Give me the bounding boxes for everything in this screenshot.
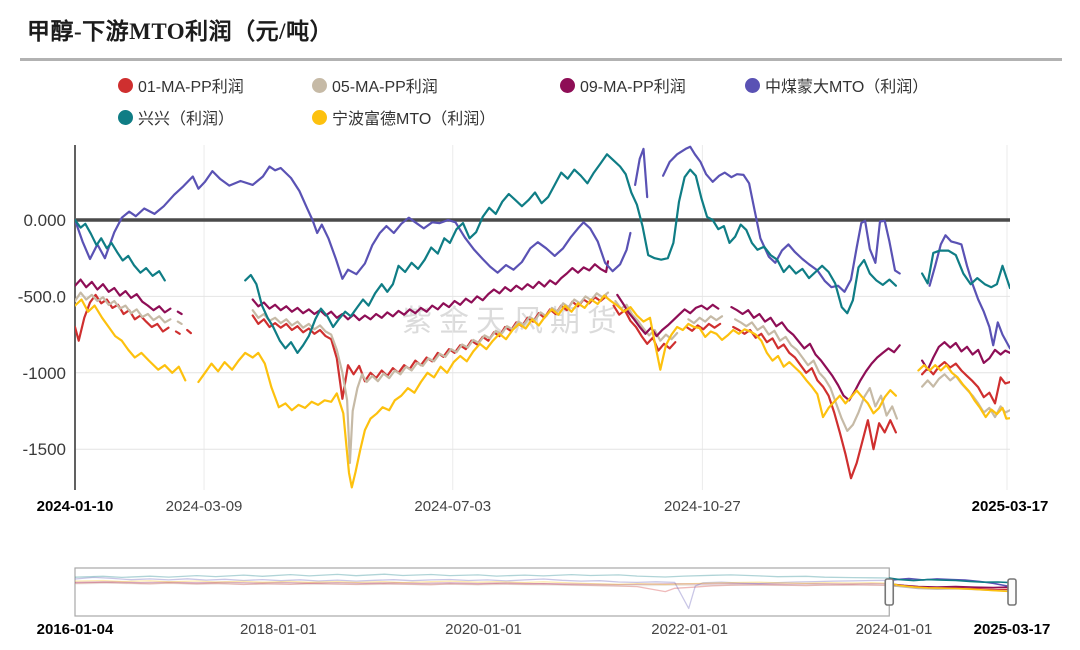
legend-marker-icon xyxy=(118,77,133,93)
navigator-line-faded-3 xyxy=(75,581,890,586)
legend-label: 01-MA-PP利润 xyxy=(138,79,244,96)
x-axis-label: 2024-07-03 xyxy=(414,498,491,515)
legend-marker-icon xyxy=(118,109,133,125)
navigator-line-faded-6 xyxy=(75,579,890,586)
legend-item-4[interactable]: 中煤蒙大MTO（利润） xyxy=(745,73,928,97)
y-axis-label: 0.000 xyxy=(23,211,66,230)
legend-label: 中煤蒙大MTO（利润） xyxy=(765,79,929,96)
navigator-line-selected-6 xyxy=(889,582,1012,593)
navigator-line-selected-2 xyxy=(889,584,1012,592)
x-axis-label: 2025-03-17 xyxy=(972,498,1049,515)
navigator-axis-label: 2025-03-17 xyxy=(974,621,1051,638)
x-axis-label: 2024-01-10 xyxy=(37,498,114,515)
legend-marker-icon xyxy=(745,77,760,93)
navigator-line-faded-5 xyxy=(75,573,890,579)
legend-marker-icon xyxy=(312,109,327,125)
legend-marker-icon xyxy=(560,77,575,93)
y-axis-label: -1500 xyxy=(23,440,66,459)
x-axis-label: 2024-10-27 xyxy=(664,498,741,515)
navigator-axis-label: 2020-01-01 xyxy=(445,621,522,638)
series-line-6 xyxy=(75,294,1010,489)
legend: 01-MA-PP利润 05-MA-PP利润 09-MA-PP利润 中煤蒙大MTO（利润… xyxy=(118,73,928,129)
legend-item-3[interactable]: 09-MA-PP利润 xyxy=(560,73,745,97)
legend-label: 宁波富德MTO（利润） xyxy=(332,111,496,128)
legend-label: 05-MA-PP利润 xyxy=(332,79,438,96)
series-line-3 xyxy=(75,260,1010,402)
x-axis-label: 2024-03-09 xyxy=(166,498,243,515)
navigator-line-selected-5 xyxy=(889,577,1012,584)
series-line-4 xyxy=(75,145,1010,350)
legend-label: 09-MA-PP利润 xyxy=(580,79,686,96)
navigator-line-faded-1 xyxy=(75,581,890,593)
navigator-left-handle[interactable] xyxy=(884,578,895,606)
navigator-axis-label: 2024-01-01 xyxy=(856,621,933,638)
legend-marker-icon xyxy=(312,77,327,93)
legend-item-1[interactable]: 01-MA-PP利润 xyxy=(118,73,312,97)
legend-item-2[interactable]: 05-MA-PP利润 xyxy=(312,73,560,97)
series-line-5 xyxy=(75,153,1010,354)
navigator-line-faded-4 xyxy=(75,576,890,610)
legend-item-6[interactable]: 宁波富德MTO（利润） xyxy=(312,105,560,129)
y-axis-label: -500.0 xyxy=(18,287,66,306)
series-line-2 xyxy=(75,291,1010,465)
navigator-axis-label: 2022-01-01 xyxy=(651,621,728,638)
chart-title: 甲醇-下游MTO利润（元/吨） xyxy=(27,19,334,44)
navigator-right-handle[interactable] xyxy=(1007,578,1017,606)
title-divider xyxy=(20,58,1062,61)
legend-item-5[interactable]: 兴兴（利润） xyxy=(118,105,312,129)
y-axis-label: -1000 xyxy=(23,364,66,383)
navigator-line-faded-2 xyxy=(75,582,890,587)
legend-label: 兴兴（利润） xyxy=(138,111,235,128)
navigator-axis-label: 2018-01-01 xyxy=(240,621,317,638)
navigator-axis-label: 2016-01-04 xyxy=(37,621,114,638)
series-line-1 xyxy=(75,293,1010,480)
